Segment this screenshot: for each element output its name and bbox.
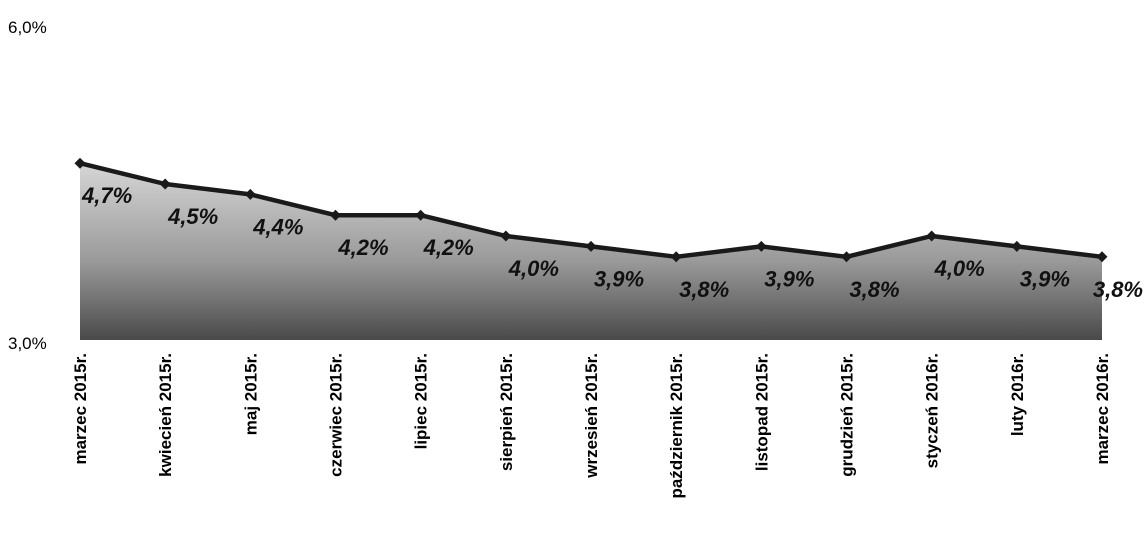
- data-label: 4,0%: [508, 256, 559, 281]
- data-label: 3,9%: [1020, 266, 1070, 291]
- x-tick-label: listopad 2015r.: [752, 353, 771, 471]
- data-point-marker: [500, 230, 512, 242]
- data-point-marker: [670, 251, 682, 263]
- data-point-marker: [1011, 240, 1023, 252]
- data-label: 4,2%: [423, 235, 474, 260]
- x-tick-label: styczeń 2016r.: [923, 353, 942, 468]
- x-tick-label: czerwiec 2015r.: [327, 353, 346, 477]
- x-tick-label: maj 2015r.: [241, 353, 260, 435]
- data-label: 4,4%: [252, 214, 303, 239]
- x-tick-label: wrzesień 2015r.: [582, 353, 601, 479]
- y-tick-label: 6,0%: [8, 18, 47, 37]
- data-label: 4,2%: [337, 235, 388, 260]
- data-point-marker: [841, 251, 852, 263]
- data-label: 4,5%: [167, 204, 218, 229]
- data-label: 4,0%: [934, 256, 985, 281]
- y-tick-label: 3,0%: [8, 334, 47, 353]
- data-label: 3,9%: [594, 266, 644, 291]
- data-label: 3,8%: [849, 277, 899, 302]
- x-tick-label: grudzień 2015r.: [838, 353, 857, 477]
- data-label: 3,8%: [1093, 277, 1143, 302]
- x-tick-label: lipiec 2015r.: [412, 353, 431, 449]
- x-tick-label: marzec 2015r.: [71, 353, 90, 465]
- x-tick-label: luty 2016r.: [1008, 353, 1027, 436]
- data-point-marker: [415, 209, 427, 221]
- x-tick-label: marzec 2016r.: [1093, 353, 1112, 465]
- data-point-marker: [585, 240, 597, 252]
- data-point-marker: [330, 209, 341, 221]
- data-point-marker: [1096, 251, 1108, 263]
- x-tick-label: sierpień 2015r.: [497, 353, 516, 471]
- data-label: 3,9%: [764, 266, 814, 291]
- x-tick-label: kwiecień 2015r.: [156, 353, 175, 477]
- data-point-marker: [74, 157, 86, 169]
- data-point-marker: [926, 230, 938, 242]
- data-point-marker: [244, 188, 256, 200]
- data-label: 3,8%: [679, 277, 729, 302]
- data-label: 4,7%: [81, 183, 132, 208]
- data-point-marker: [159, 178, 171, 190]
- data-point-marker: [755, 240, 767, 252]
- x-tick-label: październik 2015r.: [667, 353, 686, 499]
